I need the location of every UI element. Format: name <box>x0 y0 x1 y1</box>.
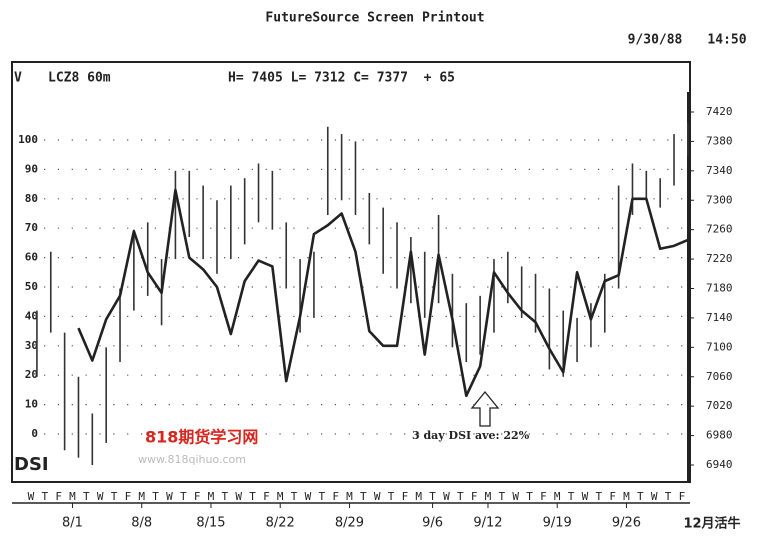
print-date: 9/30/88 <box>628 33 683 48</box>
y-tick-label: 20 <box>25 368 38 381</box>
x-tick-label: W <box>443 490 450 503</box>
x-tick-label: T <box>152 490 159 503</box>
date-label: 8/29 <box>335 516 364 531</box>
x-tick-label: T <box>318 490 325 503</box>
y2-tick-label: 7060 <box>706 370 733 383</box>
date-label: 8/15 <box>196 516 225 531</box>
y2-tick-label: 7340 <box>706 164 733 177</box>
y-tick-label: 70 <box>25 221 38 234</box>
x-tick-label: M <box>415 490 422 503</box>
x-tick-label: T <box>360 490 367 503</box>
y-tick-label: 50 <box>25 280 38 293</box>
x-tick-label: T <box>429 490 436 503</box>
y2-tick-label: 7380 <box>706 134 733 147</box>
x-tick-label: M <box>208 490 215 503</box>
y2-tick-label: 7260 <box>706 223 733 236</box>
date-label: 8/8 <box>131 516 152 531</box>
x-tick-label: M <box>554 490 561 503</box>
x-tick-label: T <box>499 490 506 503</box>
x-tick-label: F <box>402 490 409 503</box>
x-tick-label: F <box>679 490 686 503</box>
y2-tick-label: 6940 <box>706 458 733 471</box>
y2-tick-label: 7180 <box>706 282 733 295</box>
y2-tick-label: 7420 <box>706 105 733 118</box>
plot-frame <box>11 61 691 483</box>
x-tick-label: F <box>194 490 201 503</box>
x-tick-label: F <box>609 490 616 503</box>
chart-title: FutureSource Screen Printout <box>265 11 484 26</box>
annotation: 3 day DSI ave: 22% <box>412 429 530 442</box>
watermark-url: www.818qihuo.com <box>138 453 246 466</box>
print-time: 14:50 <box>707 33 746 48</box>
quote: H= 7405 L= 7312 C= 7377 + 65 <box>228 71 455 86</box>
x-tick-label: W <box>582 490 589 503</box>
x-tick-label: M <box>277 490 284 503</box>
y-tick-label: 80 <box>25 192 38 205</box>
x-tick-label: T <box>249 490 256 503</box>
x-tick-label: W <box>235 490 242 503</box>
x-tick-label: W <box>166 490 173 503</box>
x-tick-label: T <box>595 490 602 503</box>
y2-tick-label: 7220 <box>706 252 733 265</box>
y-tick-label: 10 <box>25 398 38 411</box>
date-label: 9/12 <box>473 516 502 531</box>
x-tick-label: M <box>346 490 353 503</box>
x-tick-label: T <box>180 490 187 503</box>
y-tick-label: 30 <box>25 339 38 352</box>
x-tick-label: M <box>623 490 630 503</box>
x-tick-label: T <box>568 490 575 503</box>
date-label: 9/19 <box>543 516 572 531</box>
corner-label: V <box>14 71 22 86</box>
date-label: 9/6 <box>422 516 443 531</box>
x-tick-label: F <box>540 490 547 503</box>
x-tick-label: F <box>332 490 339 503</box>
x-tick-label: T <box>111 490 118 503</box>
x-tick-label: T <box>83 490 90 503</box>
dsi-line <box>77 188 689 398</box>
contract-label: 12月活牛 <box>683 516 740 532</box>
x-tick-label: T <box>291 490 298 503</box>
y-tick-label: 60 <box>25 251 38 264</box>
x-tick-label: T <box>526 490 533 503</box>
x-tick-label: T <box>665 490 672 503</box>
x-tick-label: M <box>485 490 492 503</box>
x-tick-label: W <box>97 490 104 503</box>
arrow <box>470 390 500 427</box>
y-tick-label: 100 <box>18 133 38 146</box>
y2-tick-label: 7140 <box>706 311 733 324</box>
y2-tick-label: 7100 <box>706 340 733 353</box>
x-tick-label: T <box>388 490 395 503</box>
x-tick-label: W <box>512 490 519 503</box>
x-tick-label: F <box>263 490 270 503</box>
x-tick-label: F <box>125 490 132 503</box>
y2-tick-label: 7300 <box>706 193 733 206</box>
y-tick-label: 90 <box>25 162 38 175</box>
y2-tick-label: 6980 <box>706 429 733 442</box>
x-tick-label: T <box>41 490 48 503</box>
y-tick-label: 40 <box>25 309 38 322</box>
symbol: LCZ8 60m <box>48 71 111 86</box>
x-tick-label: M <box>138 490 145 503</box>
x-tick-label: T <box>222 490 229 503</box>
date-label: 8/1 <box>62 516 83 531</box>
x-tick-label: W <box>374 490 381 503</box>
y-tick-label: 0 <box>31 427 38 440</box>
x-tick-label: T <box>457 490 464 503</box>
indicator-label: DSI <box>14 454 49 475</box>
x-tick-label: W <box>305 490 312 503</box>
x-tick-label: W <box>28 490 35 503</box>
watermark: 818期货学习网 <box>145 428 258 447</box>
date-label: 8/22 <box>266 516 295 531</box>
date-label: 9/26 <box>612 516 641 531</box>
x-tick-label: M <box>69 490 76 503</box>
y2-tick-label: 7020 <box>706 399 733 412</box>
x-tick-label: F <box>55 490 62 503</box>
x-tick-label: F <box>471 490 478 503</box>
x-tick-label: T <box>637 490 644 503</box>
x-tick-label: W <box>651 490 658 503</box>
